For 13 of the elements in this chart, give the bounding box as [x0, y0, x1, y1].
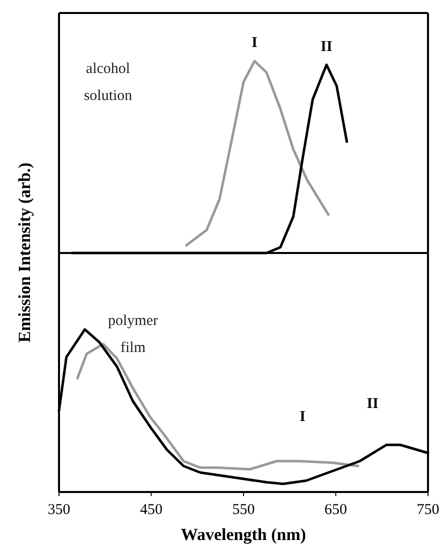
y-axis-title: Emission Intensity (arb.) — [15, 162, 34, 342]
text: II — [366, 396, 379, 412]
annotation: alcohol solution — [84, 61, 133, 104]
x-tick-label: 350 — [48, 502, 70, 518]
annotation: polymer film — [108, 313, 158, 356]
x-tick-label: 750 — [416, 502, 440, 518]
x-axis-title: Wavelength (nm) — [180, 525, 306, 544]
x-tick-label: 550 — [232, 502, 255, 518]
series-label: I — [252, 35, 258, 51]
x-tick-label: 450 — [140, 502, 162, 518]
x-tick-label: 650 — [324, 502, 347, 518]
text: I — [300, 408, 306, 425]
series-label: II — [320, 38, 333, 55]
